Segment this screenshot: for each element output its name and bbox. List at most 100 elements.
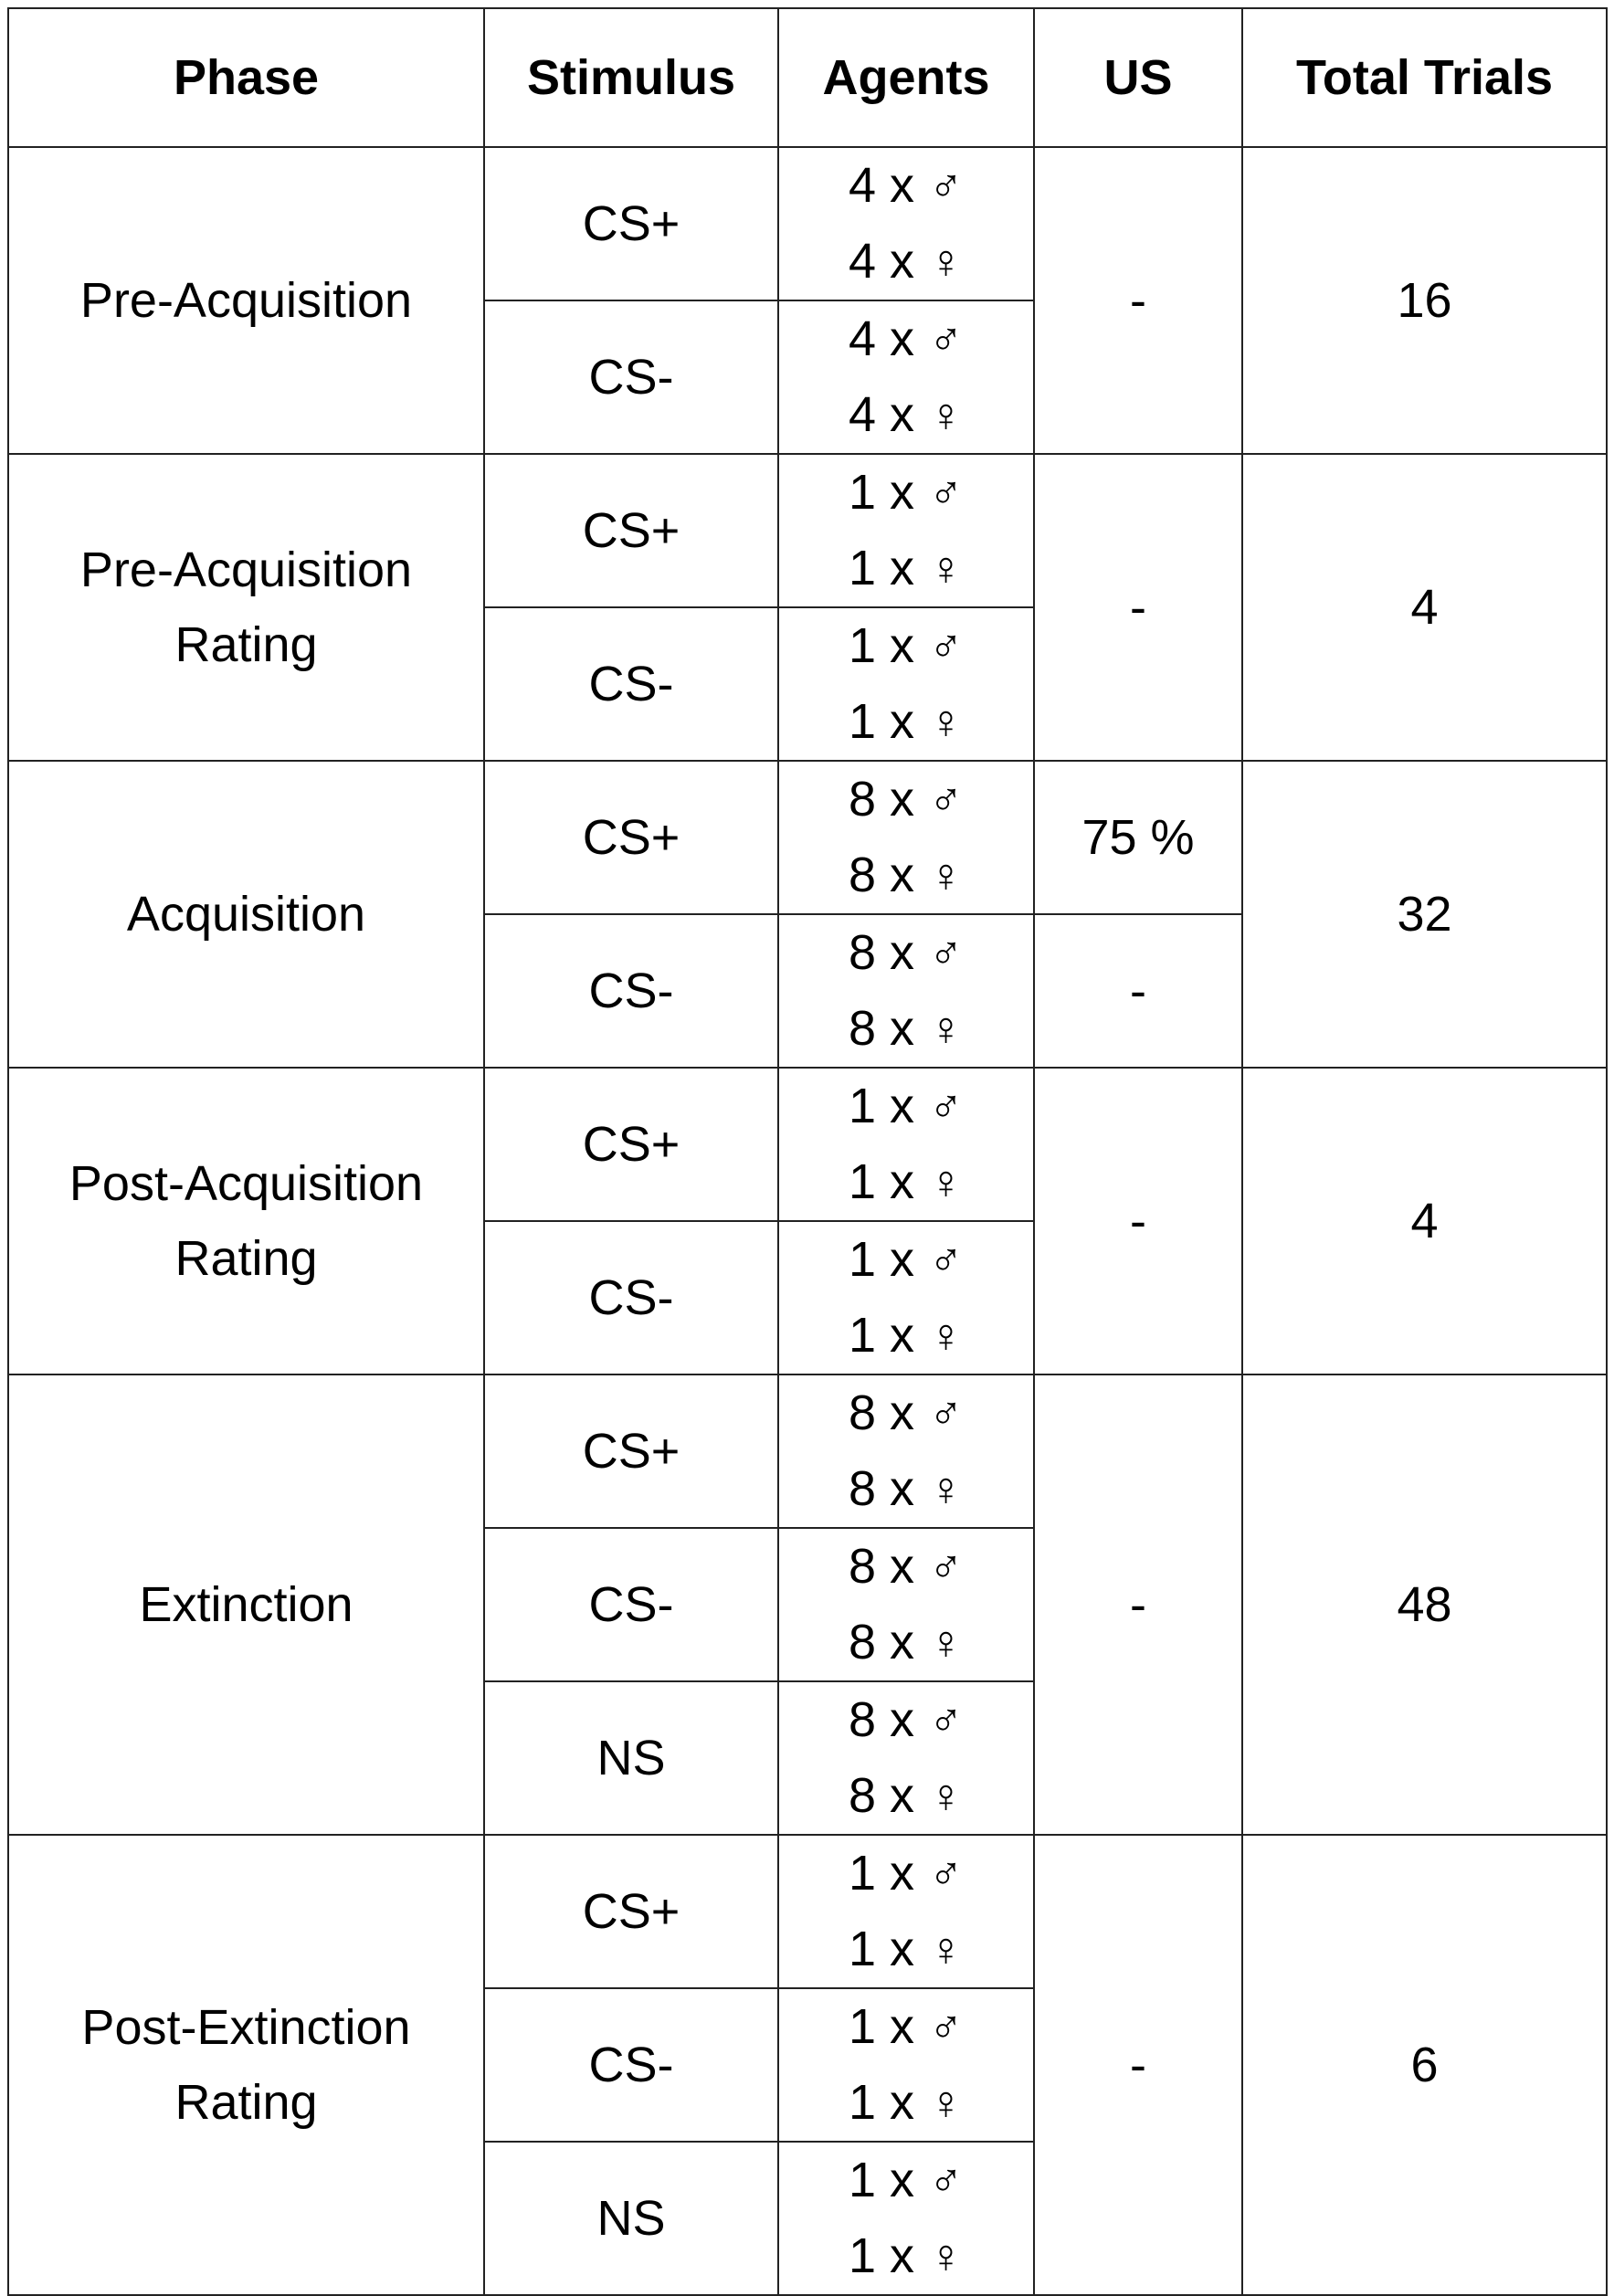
- agents-cell: 8 x ♂ 8 x ♀: [777, 1527, 1035, 1682]
- agent-count: 8 x: [848, 1692, 915, 1747]
- stimulus-cell: CS-: [483, 300, 779, 455]
- header-stimulus: Stimulus: [483, 7, 779, 148]
- agent-count: 8 x: [848, 1768, 915, 1823]
- stimulus-cell: CS+: [483, 1067, 779, 1222]
- agent-line: 1 x ♂: [779, 1222, 1033, 1298]
- agent-line: 1 x ♀: [779, 531, 1033, 606]
- agent-line: 4 x ♀: [779, 377, 1033, 453]
- phase-cell: Extinction: [7, 1374, 485, 1836]
- stimulus-cell: CS-: [483, 606, 779, 762]
- agent-line: 1 x ♀: [779, 1144, 1033, 1220]
- header-total-trials: Total Trials: [1241, 7, 1608, 148]
- agent-line: 1 x ♀: [779, 1298, 1033, 1374]
- male-symbol-icon: ♂: [929, 1080, 964, 1134]
- female-symbol-icon: ♀: [929, 1922, 964, 1977]
- phase-cell: Post-Extinction Rating: [7, 1834, 485, 2296]
- female-symbol-icon: ♀: [929, 848, 964, 903]
- phase-name: Acquisition: [126, 887, 366, 942]
- header-us: US: [1033, 7, 1243, 148]
- agent-count: 8 x: [848, 1615, 915, 1669]
- agents-cell: 8 x ♂ 8 x ♀: [777, 760, 1035, 915]
- agent-line: 8 x ♀: [779, 1758, 1033, 1834]
- agent-count: 8 x: [848, 1385, 915, 1440]
- stimulus-cell: CS-: [483, 1987, 779, 2143]
- agent-count: 1 x: [848, 465, 915, 520]
- agents-cell: 8 x ♂ 8 x ♀: [777, 913, 1035, 1069]
- trial-structure-table: Phase Stimulus Agents US Total Trials Pr…: [7, 7, 1608, 2296]
- us-cell: -: [1033, 913, 1243, 1069]
- table-row: CS- 8 x ♂ 8 x ♀: [8, 1527, 1607, 1682]
- total-trials-cell: 4: [1241, 453, 1608, 762]
- stimulus-cell: NS: [483, 1680, 779, 1836]
- table-row: CS- 1 x ♂ 1 x ♀: [8, 606, 1607, 762]
- agents-cell: 1 x ♂ 1 x ♀: [777, 1220, 1035, 1375]
- total-trials-cell: 48: [1241, 1374, 1608, 1836]
- table-row: Pre-Acquisition CS+ 4 x ♂ 4 x ♀ -16: [7, 146, 1608, 455]
- header-phase: Phase: [7, 7, 485, 148]
- agent-count: 1 x: [848, 2075, 915, 2130]
- us-cell: -: [1033, 1067, 1243, 1375]
- phase-cell: Acquisition: [7, 760, 485, 1069]
- table-row: CS- 1 x ♂ 1 x ♀: [8, 1987, 1607, 2143]
- table-body: Pre-Acquisition CS+ 4 x ♂ 4 x ♀ -16 CS- 4 x ♂ 4…: [7, 146, 1608, 2296]
- agent-line: 1 x ♂: [779, 455, 1033, 531]
- male-symbol-icon: ♂: [929, 159, 964, 214]
- agent-count: 8 x: [848, 1461, 915, 1516]
- agent-line: 8 x ♀: [779, 991, 1033, 1067]
- phase-name: Extinction: [139, 1577, 353, 1632]
- stimulus-cell: CS-: [483, 913, 779, 1069]
- agent-count: 1 x: [848, 618, 915, 673]
- phase-name: Rating: [174, 2075, 318, 2130]
- agent-line: 4 x ♀: [779, 224, 1033, 300]
- us-cell: -: [1033, 146, 1243, 455]
- female-symbol-icon: ♀: [929, 1309, 964, 1364]
- agent-line: 8 x ♂: [779, 1529, 1033, 1605]
- table-row: Extinction CS+ 8 x ♂ 8 x ♀ -48: [7, 1374, 1608, 1836]
- agent-count: 1 x: [848, 1846, 915, 1901]
- agent-line: 1 x ♀: [779, 2065, 1033, 2141]
- header-agents: Agents: [777, 7, 1035, 148]
- phase-name: Post-Acquisition: [69, 1156, 424, 1211]
- agent-count: 1 x: [848, 2153, 915, 2207]
- agents-cell: 1 x ♂ 1 x ♀: [777, 453, 1035, 608]
- male-symbol-icon: ♂: [929, 1693, 964, 1748]
- female-symbol-icon: ♀: [929, 1462, 964, 1517]
- table-row: CS- 4 x ♂ 4 x ♀: [8, 300, 1607, 455]
- table-row: Post-Acquisition Rating CS+ 1 x ♂ 1 x ♀ -4: [7, 1067, 1608, 1375]
- stimulus-cell: CS-: [483, 1220, 779, 1375]
- table-row: Pre-Acquisition Rating CS+ 1 x ♂ 1 x ♀ -4: [7, 453, 1608, 762]
- female-symbol-icon: ♀: [929, 542, 964, 596]
- stimulus-cell: CS+: [483, 146, 779, 301]
- agent-count: 8 x: [848, 925, 915, 980]
- male-symbol-icon: ♂: [929, 619, 964, 674]
- table-row: NS 8 x ♂ 8 x ♀: [8, 1680, 1607, 1836]
- agent-count: 1 x: [848, 1154, 915, 1209]
- agent-count: 4 x: [848, 387, 915, 442]
- agent-count: 8 x: [848, 848, 915, 902]
- us-cell: -: [1033, 1834, 1243, 2296]
- table-row: NS 1 x ♂ 1 x ♀: [8, 2141, 1607, 2296]
- agent-count: 1 x: [848, 1232, 915, 1287]
- header-row: Phase Stimulus Agents US Total Trials: [7, 7, 1608, 148]
- agent-count: 1 x: [848, 694, 915, 749]
- male-symbol-icon: ♂: [929, 1386, 964, 1441]
- female-symbol-icon: ♀: [929, 1002, 964, 1057]
- phase-name: Post-Extinction: [81, 2000, 411, 2055]
- agent-count: 4 x: [848, 234, 915, 289]
- agents-cell: 8 x ♂ 8 x ♀: [777, 1374, 1035, 1529]
- female-symbol-icon: ♀: [929, 235, 964, 290]
- female-symbol-icon: ♀: [929, 695, 964, 750]
- agent-count: 1 x: [848, 1308, 915, 1363]
- male-symbol-icon: ♂: [929, 1233, 964, 1288]
- male-symbol-icon: ♂: [929, 773, 964, 827]
- table-row: CS- 1 x ♂ 1 x ♀: [8, 1220, 1607, 1375]
- phase-name: Rating: [174, 617, 318, 672]
- total-trials-cell: 6: [1241, 1834, 1608, 2296]
- agent-line: 8 x ♂: [779, 915, 1033, 991]
- male-symbol-icon: ♂: [929, 2154, 964, 2208]
- agent-count: 8 x: [848, 772, 915, 827]
- agents-cell: 1 x ♂ 1 x ♀: [777, 606, 1035, 762]
- stimulus-cell: CS+: [483, 760, 779, 915]
- agents-cell: 4 x ♂ 4 x ♀: [777, 300, 1035, 455]
- agents-cell: 1 x ♂ 1 x ♀: [777, 1067, 1035, 1222]
